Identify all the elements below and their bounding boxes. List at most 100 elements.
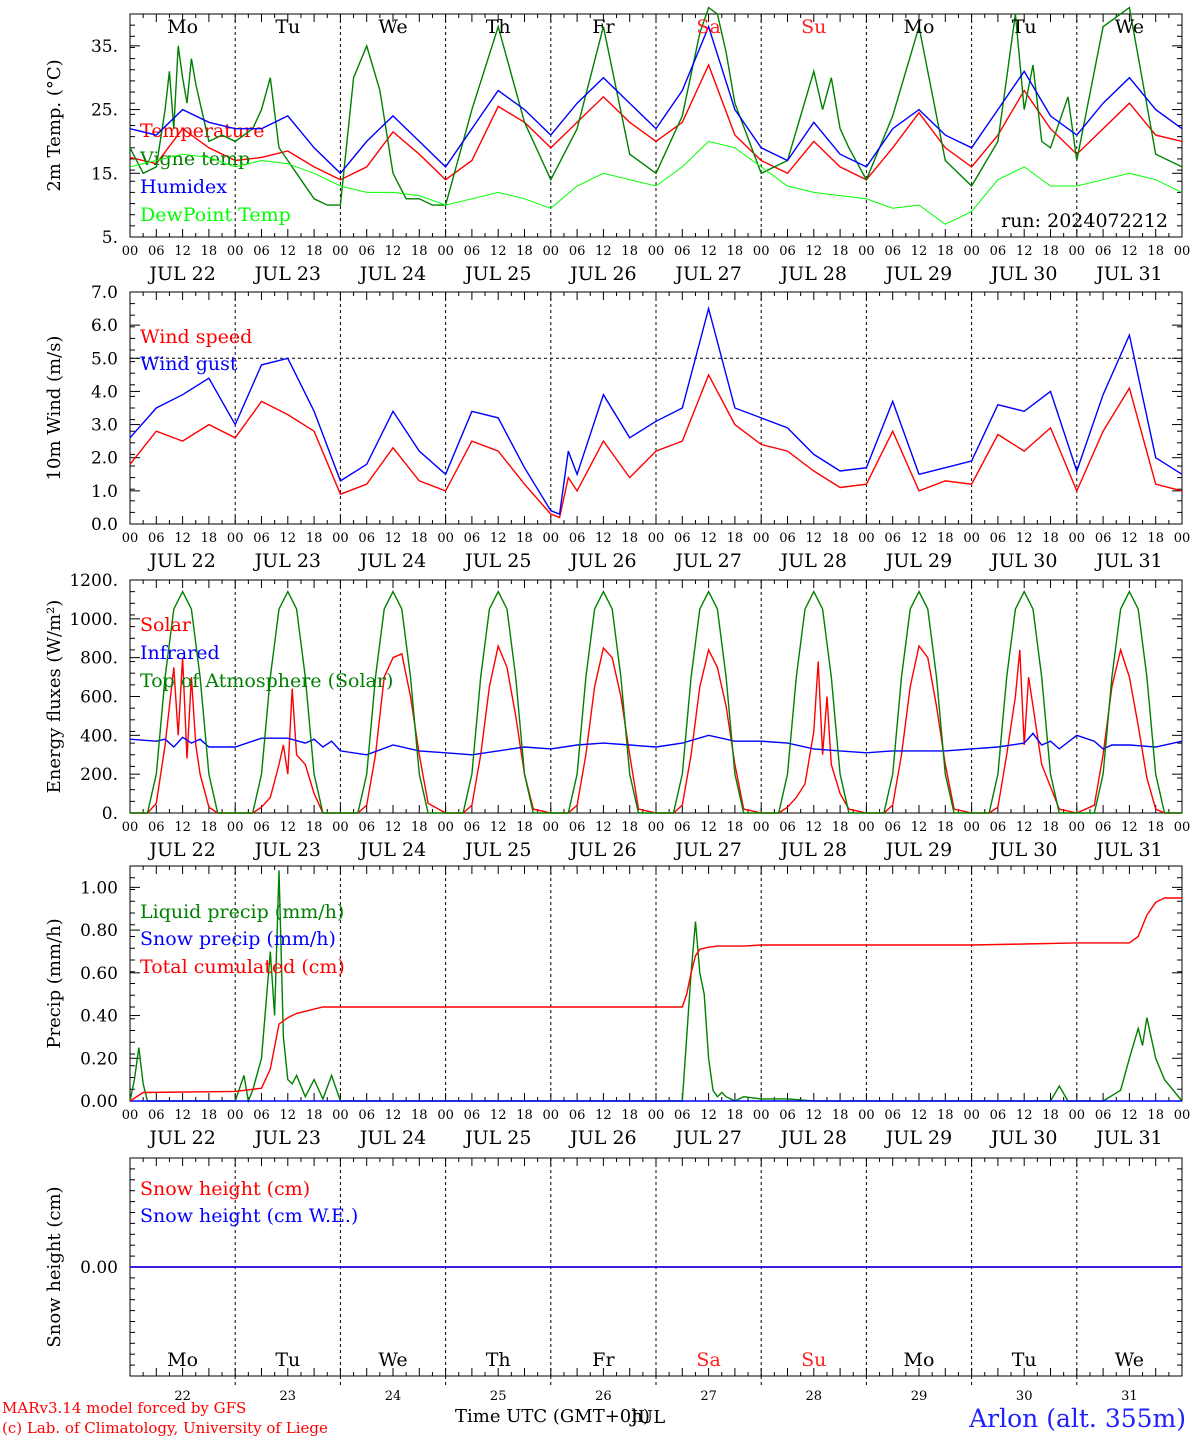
hour-label: 18 xyxy=(201,820,218,835)
hour-label: 06 xyxy=(990,1108,1007,1123)
day-label: JUL 28 xyxy=(779,1127,847,1149)
hour-label: 06 xyxy=(1095,244,1112,259)
hour-label: 12 xyxy=(490,820,507,835)
hour-label: 12 xyxy=(595,531,612,546)
y-tick-label: 0.00 xyxy=(80,1092,118,1112)
hour-label: 00 xyxy=(963,244,980,259)
y-tick-label: 1.00 xyxy=(80,878,118,898)
hour-label: 12 xyxy=(490,531,507,546)
hour-label: 06 xyxy=(464,244,481,259)
hour-label: 06 xyxy=(674,531,691,546)
hour-label: 06 xyxy=(884,244,901,259)
day-label: JUL 30 xyxy=(989,550,1057,572)
hour-label: 18 xyxy=(1042,531,1059,546)
hour-label: 18 xyxy=(937,531,954,546)
day-label: JUL 25 xyxy=(463,550,531,572)
legend-label: DewPoint Temp xyxy=(140,204,291,226)
hour-label: 00 xyxy=(543,1108,560,1123)
hour-label: 00 xyxy=(858,244,875,259)
legend-label: Humidex xyxy=(140,176,227,198)
hour-label: 00 xyxy=(1069,820,1086,835)
weekday-label-bottom: We xyxy=(378,1349,407,1371)
day-label: JUL 24 xyxy=(358,1127,426,1149)
hour-label: 00 xyxy=(437,820,454,835)
y-tick-label: 600. xyxy=(80,688,118,708)
hour-label: 06 xyxy=(569,820,586,835)
legend-label: Total cumulated (cm) xyxy=(140,956,345,978)
hour-label: 12 xyxy=(911,531,928,546)
hour-label: 12 xyxy=(385,244,402,259)
day-number-label: 22 xyxy=(174,1389,191,1404)
hour-label: 00 xyxy=(753,531,770,546)
hour-label: 06 xyxy=(884,531,901,546)
day-label: JUL 27 xyxy=(673,1127,741,1149)
y-tick-label: 1000. xyxy=(69,610,118,630)
hour-label: 06 xyxy=(358,244,375,259)
hour-label: 00 xyxy=(332,1108,349,1123)
hour-label: 18 xyxy=(201,1108,218,1123)
day-label: JUL 31 xyxy=(1094,1127,1162,1149)
hour-label: 18 xyxy=(306,244,323,259)
hour-label: 06 xyxy=(148,531,165,546)
day-label: JUL 23 xyxy=(253,1127,321,1149)
hour-label: 06 xyxy=(148,244,165,259)
hour-label: 12 xyxy=(385,820,402,835)
day-label: JUL 29 xyxy=(884,1127,952,1149)
hour-label: 06 xyxy=(569,531,586,546)
hour-label: 18 xyxy=(411,820,428,835)
hour-label: 06 xyxy=(358,820,375,835)
hour-label: 00 xyxy=(1069,531,1086,546)
hour-label: 06 xyxy=(779,244,796,259)
legend-label: Top of Atmosphere (Solar) xyxy=(140,670,393,692)
hour-label: 18 xyxy=(621,244,638,259)
day-number-label: 23 xyxy=(280,1389,297,1404)
hour-label: 06 xyxy=(148,1108,165,1123)
weekday-label-top: Th xyxy=(486,16,511,38)
y-tick-label: 1200. xyxy=(69,571,118,591)
y-tick-label: 400. xyxy=(80,726,118,746)
hour-label: 12 xyxy=(595,820,612,835)
hour-label: 00 xyxy=(648,244,665,259)
hour-label: 00 xyxy=(1069,244,1086,259)
hour-label: 18 xyxy=(411,1108,428,1123)
legend-label: Wind speed xyxy=(140,326,252,348)
legend-label: Snow height (cm) xyxy=(140,1178,310,1200)
hour-label: 06 xyxy=(253,1108,270,1123)
hour-label: 12 xyxy=(490,244,507,259)
hour-label: 00 xyxy=(437,1108,454,1123)
hour-label: 18 xyxy=(727,531,744,546)
hour-label: 00 xyxy=(753,1108,770,1123)
day-label: JUL 29 xyxy=(884,550,952,572)
hour-label: 00 xyxy=(963,531,980,546)
y-axis-title: 2m Temp. (°C) xyxy=(44,59,65,191)
hour-label: 18 xyxy=(621,820,638,835)
hour-label: 12 xyxy=(490,1108,507,1123)
hour-label: 18 xyxy=(306,820,323,835)
hour-label: 12 xyxy=(280,531,297,546)
day-label: JUL 28 xyxy=(779,839,847,861)
hour-label: 00 xyxy=(122,244,139,259)
weekday-label-bottom: Sa xyxy=(696,1349,720,1371)
series-line xyxy=(130,643,1182,814)
x-axis-month: JUL xyxy=(629,1407,665,1428)
hour-label: 06 xyxy=(358,531,375,546)
day-label: JUL 22 xyxy=(147,1127,215,1149)
hour-label: 06 xyxy=(464,531,481,546)
hour-label: 06 xyxy=(464,1108,481,1123)
hour-label: 18 xyxy=(937,1108,954,1123)
hour-label: 12 xyxy=(700,531,717,546)
hour-label: 18 xyxy=(727,244,744,259)
station-label: Arlon (alt. 355m) xyxy=(969,1404,1186,1433)
hour-label: 06 xyxy=(884,820,901,835)
series-line xyxy=(129,897,1182,1102)
day-label: JUL 24 xyxy=(358,839,426,861)
hour-label: 18 xyxy=(516,244,533,259)
hour-label: 12 xyxy=(806,531,823,546)
legend-label: Wind gust xyxy=(140,353,238,375)
hour-label: 12 xyxy=(280,244,297,259)
hour-label: 00 xyxy=(227,531,244,546)
day-label: JUL 26 xyxy=(568,550,636,572)
hour-label: 06 xyxy=(674,1108,691,1123)
weekday-label-bottom: We xyxy=(1115,1349,1144,1371)
hour-label: 06 xyxy=(990,531,1007,546)
